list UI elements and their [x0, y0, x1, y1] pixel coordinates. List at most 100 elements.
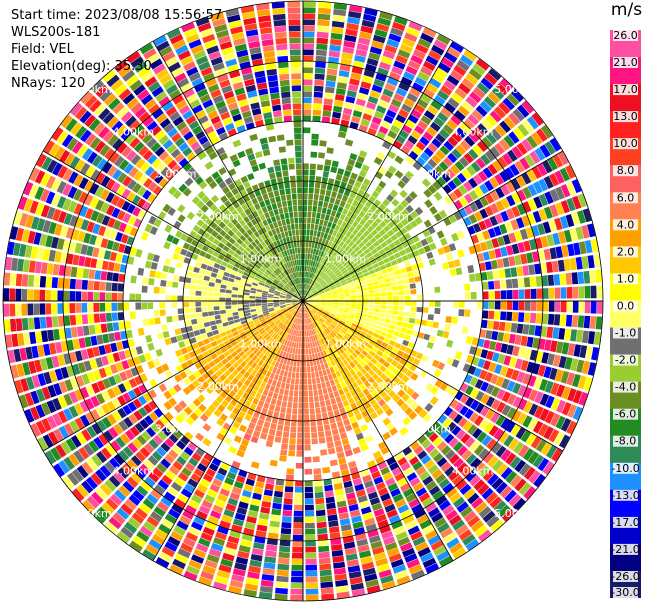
velocity-gate [115, 253, 123, 263]
velocity-gate [350, 306, 357, 309]
velocity-gate [129, 137, 141, 149]
velocity-gate [252, 348, 259, 355]
velocity-gate [519, 463, 531, 477]
velocity-gate [451, 232, 459, 242]
velocity-gate [125, 329, 133, 339]
velocity-gate [317, 425, 324, 432]
velocity-gate [492, 321, 500, 331]
velocity-gate [458, 309, 465, 317]
velocity-gate [135, 507, 148, 520]
velocity-gate [245, 387, 252, 395]
velocity-gate [333, 434, 341, 442]
velocity-gate [221, 514, 233, 524]
velocity-gate [584, 301, 591, 314]
velocity-gate [250, 326, 257, 331]
velocity-gate [501, 508, 515, 522]
velocity-gate [137, 198, 147, 208]
velocity-gate [308, 187, 314, 194]
velocity-gate [154, 317, 161, 325]
velocity-gate [318, 237, 323, 244]
velocity-gate [129, 311, 136, 320]
velocity-gate [501, 378, 510, 390]
velocity-gate [489, 146, 501, 159]
velocity-gate [454, 402, 464, 413]
velocity-gate [194, 176, 204, 186]
velocity-gate [556, 399, 566, 414]
velocity-gate [368, 297, 375, 301]
velocity-gate [238, 340, 245, 347]
velocity-gate [174, 476, 186, 487]
velocity-gate [170, 336, 178, 344]
velocity-gate [438, 62, 451, 74]
velocity-gate [51, 303, 58, 315]
velocity-gate [292, 310, 297, 316]
velocity-gate [282, 318, 287, 323]
velocity-gate [350, 172, 358, 180]
velocity-gate [92, 223, 101, 235]
velocity-gate [335, 579, 348, 587]
velocity-gate [279, 296, 286, 299]
velocity-gate [96, 259, 104, 270]
velocity-gate [118, 321, 126, 330]
velocity-gate [366, 251, 373, 258]
velocity-gate [177, 214, 186, 223]
velocity-gate [373, 476, 384, 485]
velocity-gate [523, 466, 536, 480]
velocity-gate [329, 215, 335, 223]
velocity-gate [114, 331, 122, 341]
velocity-gate [137, 89, 150, 101]
velocity-gate [339, 277, 346, 282]
velocity-gate [173, 383, 182, 393]
velocity-gate [260, 257, 267, 263]
velocity-gate [457, 249, 465, 258]
velocity-gate [375, 224, 383, 232]
velocity-gate [31, 216, 40, 230]
velocity-gate [401, 384, 410, 393]
velocity-gate [334, 317, 341, 322]
velocity-gate [351, 243, 358, 250]
velocity-gate [356, 336, 363, 343]
velocity-gate [388, 340, 396, 347]
velocity-gate [306, 348, 309, 355]
velocity-gate [53, 463, 66, 478]
velocity-gate [191, 196, 201, 205]
velocity-gate [355, 432, 364, 441]
velocity-gate [289, 288, 295, 293]
velocity-gate [196, 463, 207, 473]
velocity-gate [360, 331, 367, 337]
velocity-gate [185, 115, 197, 125]
velocity-gate [303, 1, 316, 8]
velocity-gate [433, 213, 443, 222]
velocity-gate [284, 486, 294, 493]
velocity-gate [315, 503, 325, 511]
velocity-gate [255, 481, 265, 489]
velocity-gate [386, 305, 393, 310]
velocity-gate [401, 393, 410, 402]
velocity-gate [364, 346, 371, 353]
velocity-gate [307, 293, 313, 298]
velocity-gate [292, 534, 303, 541]
velocity-gate [315, 262, 320, 268]
velocity-gate [581, 256, 589, 269]
velocity-gate [319, 307, 325, 311]
velocity-gate [243, 325, 250, 331]
velocity-gate [214, 334, 221, 340]
velocity-gate [377, 260, 385, 267]
velocity-gate [320, 351, 325, 358]
velocity-gate [83, 360, 92, 372]
velocity-gate [314, 67, 326, 74]
velocity-gate [463, 488, 476, 500]
velocity-gate [372, 402, 381, 411]
velocity-gate [117, 383, 127, 394]
velocity-gate [14, 379, 24, 394]
velocity-gate [201, 333, 208, 340]
velocity-gate [359, 343, 366, 350]
velocity-gate [138, 395, 147, 406]
velocity-gate [304, 402, 309, 409]
velocity-gate [340, 432, 348, 440]
velocity-gate [322, 343, 328, 350]
velocity-gate [318, 345, 323, 352]
velocity-gate [215, 278, 222, 284]
velocity-gate [406, 26, 420, 37]
velocity-gate [484, 205, 494, 217]
